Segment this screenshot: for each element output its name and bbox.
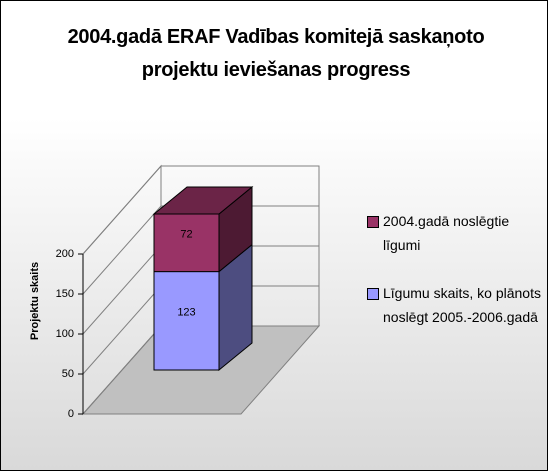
y-tick-label: 50 [62, 368, 74, 380]
legend-label: 2004.gadā noslēgtie līgumi [383, 213, 510, 253]
legend-label: Līgumu skaits, ko plānots noslēgt 2005.-… [383, 285, 541, 325]
y-tick-label: 150 [56, 288, 74, 300]
bar [153, 213, 220, 273]
legend-swatch [367, 216, 379, 228]
data-label: 72 [180, 229, 192, 241]
y-tick-label: 100 [56, 328, 74, 340]
y-tick-label: 200 [56, 248, 74, 260]
bar-top [152, 186, 254, 215]
y-tick-label: 0 [68, 408, 74, 420]
y-axis-label: Projektu skaits [29, 262, 41, 340]
grid-line [82, 165, 319, 255]
bar [153, 271, 220, 371]
chart-title: 2004.gadā ERAF Vadības komitejā saskaņot… [67, 26, 485, 81]
legend-swatch [367, 288, 379, 300]
data-label: 123 [177, 307, 195, 319]
grid-line [82, 205, 319, 295]
